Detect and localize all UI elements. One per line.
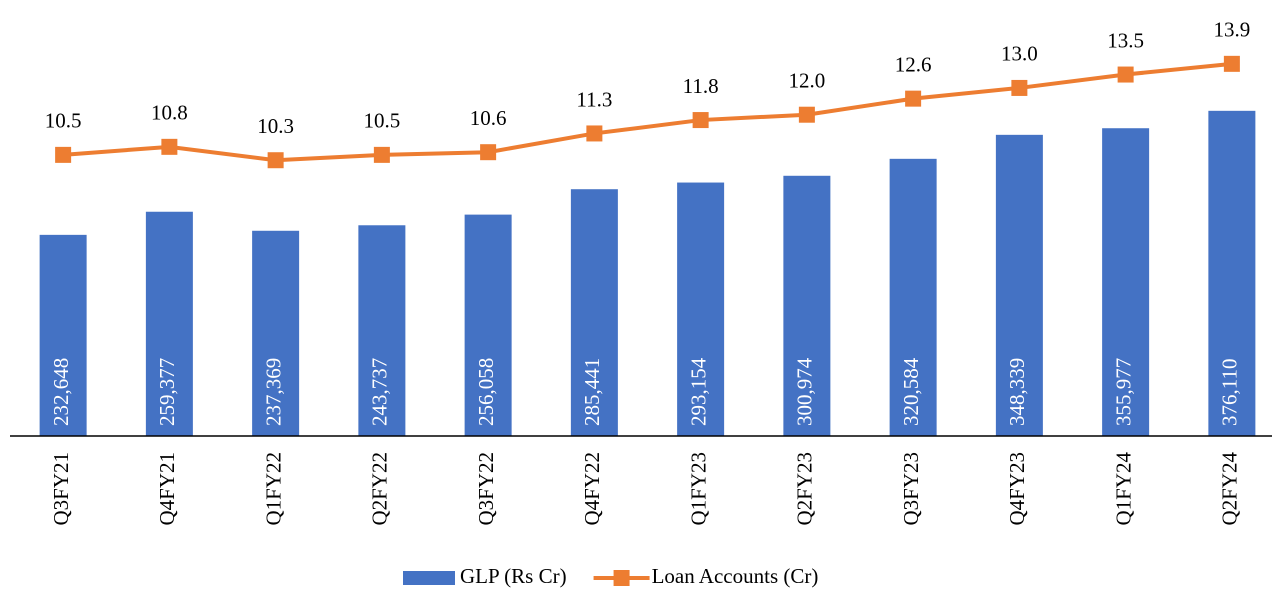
bar bbox=[252, 230, 300, 436]
line-value-label: 10.3 bbox=[257, 114, 294, 138]
line-marker bbox=[1011, 79, 1028, 96]
bar bbox=[995, 134, 1043, 436]
x-tick-label: Q2FY22 bbox=[368, 452, 392, 526]
bar-value-label: 355,977 bbox=[1111, 358, 1135, 426]
bar bbox=[464, 214, 512, 436]
x-tick-label: Q3FY21 bbox=[49, 452, 73, 526]
bar-value-label: 348,339 bbox=[1005, 358, 1029, 426]
line-marker bbox=[161, 138, 178, 155]
bar-value-label: 293,154 bbox=[686, 357, 710, 426]
bar-value-label: 243,737 bbox=[368, 358, 392, 426]
bar-value-label: 300,974 bbox=[793, 357, 817, 426]
bar bbox=[677, 182, 725, 436]
line-marker bbox=[798, 106, 815, 123]
legend-swatch bbox=[403, 571, 455, 585]
line bbox=[62, 61, 1233, 163]
line-value-label: 13.5 bbox=[1107, 28, 1144, 52]
bar-value-label: 320,584 bbox=[899, 357, 923, 426]
x-tick-label: Q2FY23 bbox=[793, 452, 817, 526]
line-value-label: 13.0 bbox=[1001, 42, 1038, 66]
line-value-label: 12.0 bbox=[789, 69, 826, 93]
x-tick-label: Q1FY24 bbox=[1111, 452, 1135, 526]
line-value-label: 10.5 bbox=[45, 109, 82, 133]
line-marker bbox=[1223, 55, 1240, 72]
bar-value-label: 376,110 bbox=[1218, 359, 1242, 426]
bar-value-label: 285,441 bbox=[580, 358, 604, 426]
line-value-label: 10.5 bbox=[364, 109, 401, 133]
bar-value-label: 256,058 bbox=[474, 358, 498, 426]
bar bbox=[358, 225, 406, 436]
legend-label: GLP (Rs Cr) bbox=[460, 564, 567, 588]
bar bbox=[145, 211, 193, 436]
bar-value-label: 232,648 bbox=[49, 358, 73, 426]
line-marker bbox=[267, 152, 284, 169]
bar bbox=[1208, 110, 1256, 436]
legend-label: Loan Accounts (Cr) bbox=[652, 564, 819, 588]
line-marker bbox=[586, 125, 603, 142]
legend-marker bbox=[613, 570, 630, 586]
line-marker bbox=[480, 144, 497, 161]
bar bbox=[783, 175, 831, 436]
line-value-label: 10.8 bbox=[151, 101, 188, 125]
bar bbox=[1102, 128, 1150, 437]
bar bbox=[889, 158, 937, 436]
x-tick-label: Q1FY22 bbox=[261, 452, 285, 526]
bar bbox=[570, 189, 618, 436]
x-tick-label: Q3FY23 bbox=[899, 452, 923, 526]
bar-value-label: 237,369 bbox=[261, 358, 285, 426]
bar-value-label: 259,377 bbox=[155, 358, 179, 426]
x-tick-label: Q4FY22 bbox=[580, 452, 604, 526]
x-tick-label: Q2FY24 bbox=[1218, 452, 1242, 526]
x-tick-label: Q1FY23 bbox=[686, 452, 710, 526]
x-tick-label: Q4FY23 bbox=[1005, 452, 1029, 526]
line-value-label: 13.9 bbox=[1214, 18, 1251, 42]
line-marker bbox=[55, 146, 72, 163]
bar bbox=[39, 234, 87, 436]
x-tick-label: Q3FY22 bbox=[474, 452, 498, 526]
line-marker bbox=[905, 90, 922, 107]
line-value-label: 11.3 bbox=[576, 87, 612, 111]
line-marker bbox=[692, 112, 709, 129]
line-value-label: 10.6 bbox=[470, 106, 507, 130]
line-value-label: 12.6 bbox=[895, 52, 932, 76]
line-marker bbox=[373, 146, 390, 163]
x-tick-label: Q4FY21 bbox=[155, 452, 179, 526]
line-value-label: 11.8 bbox=[683, 74, 719, 98]
line-marker bbox=[1117, 66, 1134, 83]
